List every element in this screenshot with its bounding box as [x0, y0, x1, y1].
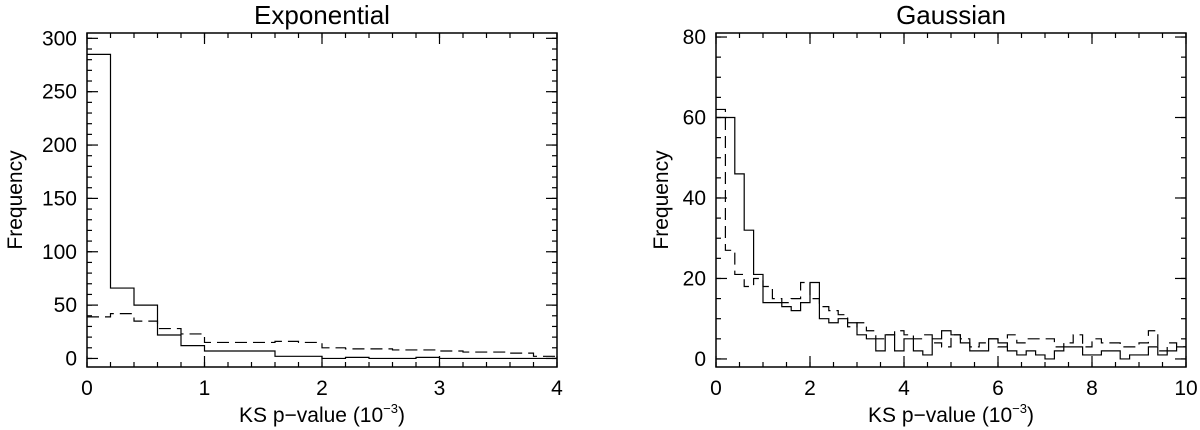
- gaussian-x-tick-label: 10: [1174, 377, 1197, 400]
- gaussian-y-tick-label: 20: [683, 267, 706, 290]
- exponential-y-tick-label: 200: [42, 134, 77, 157]
- exponential-title: Exponential: [254, 0, 390, 30]
- gaussian-y-tick-label: 40: [683, 187, 706, 210]
- gaussian-y-tick-label: 80: [683, 26, 706, 49]
- exponential-x-tick-label: 0: [81, 377, 93, 400]
- gaussian-panel: Gaussian KS p−value (10−3) Frequency 0 2 4…: [650, 0, 1198, 427]
- exponential-x-tick-label: 1: [199, 377, 211, 400]
- gaussian-y-tick-label: 60: [683, 107, 706, 130]
- exponential-x-tick-label: 2: [316, 377, 328, 400]
- gaussian-x-tick-label: 4: [898, 377, 910, 400]
- gaussian-dashed-histogram: [716, 108, 1186, 352]
- exponential-y-tick-label: 100: [42, 241, 77, 264]
- exponential-y-tick-label: 150: [42, 187, 77, 210]
- gaussian-y-axis-label: Frequency: [650, 150, 673, 250]
- gaussian-x-axis-label: KS p−value (10−3): [868, 401, 1034, 427]
- exponential-solid-histogram: [87, 53, 557, 360]
- exponential-y-axis-label: Frequency: [4, 150, 27, 250]
- gaussian-title: Gaussian: [896, 0, 1006, 30]
- exponential-y-tick-label: 250: [42, 81, 77, 104]
- gaussian-x-tick-label: 0: [710, 377, 722, 400]
- exponential-x-tick-label: 4: [551, 377, 563, 400]
- exponential-x-tick-label: 3: [434, 377, 446, 400]
- exponential-y-tick-label: 300: [42, 27, 77, 50]
- exponential-panel: Exponential KS p−value (10−3) Frequency …: [4, 0, 563, 427]
- gaussian-plot-frame: [715, 32, 1187, 368]
- exponential-y-tick-label: 0: [65, 347, 77, 370]
- exponential-x-axis-label: KS p−value (10−3): [239, 401, 405, 427]
- gaussian-y-tick-label: 0: [694, 348, 706, 371]
- gaussian-x-tick-label: 8: [1086, 377, 1098, 400]
- gaussian-x-tick-label: 2: [804, 377, 816, 400]
- gaussian-solid-histogram: [716, 116, 1186, 360]
- exponential-y-tick-label: 50: [54, 294, 77, 317]
- gaussian-x-tick-label: 6: [992, 377, 1004, 400]
